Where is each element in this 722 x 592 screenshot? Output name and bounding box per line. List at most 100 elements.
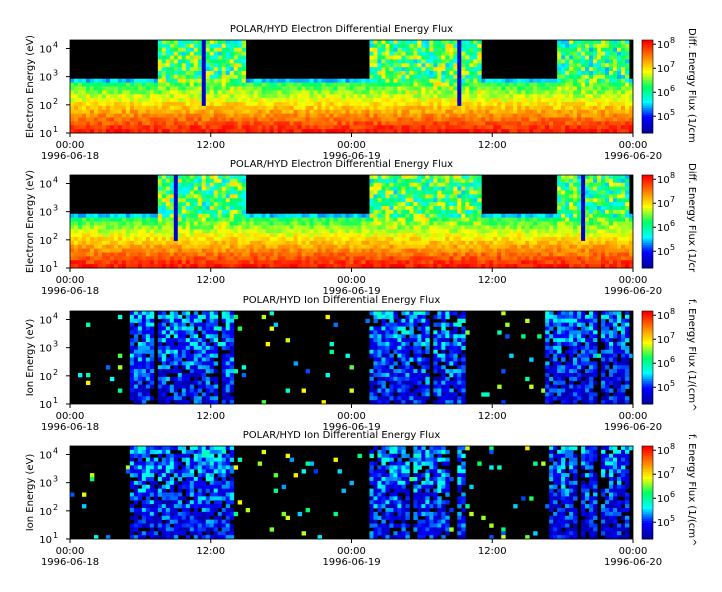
- spectrogram-plot-area: [69, 174, 634, 269]
- colorbar-tick-label: 10 8: [657, 442, 675, 457]
- x-date-label: 1996-06-19: [322, 151, 380, 162]
- spectrogram-panel: POLAR/HYD Electron Differential Energy F…: [25, 159, 697, 297]
- colorbar-label: f. Energy Flux (1/(cm^: [686, 299, 697, 411]
- svg-text:4: 4: [53, 40, 58, 49]
- colorbar-tick-label: 10 5: [657, 514, 675, 529]
- colorbar-label: f. Energy Flux (1/(cm^: [686, 434, 697, 546]
- y-tick-label: 10 4: [39, 40, 58, 55]
- y-tick-label: 10 3: [39, 69, 58, 84]
- x-tick-label: 00:00: [56, 411, 85, 422]
- panel-title: POLAR/HYD Electron Differential Energy F…: [230, 24, 453, 35]
- y-tick-label: 10 1: [39, 531, 58, 546]
- x-tick-label: 00:00: [56, 275, 85, 286]
- y-axis-label: Electron Energy (eV): [25, 170, 36, 273]
- y-tick-label: 10 4: [39, 446, 58, 461]
- svg-text:7: 7: [670, 60, 675, 69]
- y-tick-label: 10 1: [39, 396, 58, 411]
- colorbar-tick-label: 10 5: [657, 379, 675, 394]
- colorbar-tick-label: 10 8: [657, 36, 675, 51]
- colorbar-tick-label: 10 6: [657, 355, 675, 370]
- colorbar-tick-label: 10 7: [657, 466, 675, 481]
- colorbar-tick-label: 10 7: [657, 331, 675, 346]
- x-date-label: 1996-06-18: [41, 557, 99, 568]
- y-tick-label: 10 2: [39, 503, 58, 518]
- x-tick-label: 12:00: [196, 546, 225, 557]
- svg-text:3: 3: [53, 69, 58, 78]
- x-date-label: 1996-06-20: [604, 557, 662, 568]
- svg-text:10: 10: [39, 101, 52, 112]
- y-tick-label: 10 2: [39, 232, 58, 247]
- y-tick-label: 10 2: [39, 368, 58, 383]
- colorbar-tick-label: 10 6: [657, 219, 675, 234]
- spectrogram-panel: POLAR/HYD Ion Differential Energy Flux Io…: [25, 430, 697, 568]
- x-date-label: 1996-06-20: [604, 422, 662, 433]
- x-tick-label: 12:00: [196, 411, 225, 422]
- svg-text:2: 2: [53, 97, 58, 106]
- x-tick-label: 00:00: [337, 546, 366, 557]
- x-tick-label: 00:00: [337, 140, 366, 151]
- svg-text:10: 10: [657, 40, 670, 51]
- x-tick-label: 12:00: [478, 140, 507, 151]
- svg-text:10: 10: [39, 44, 52, 55]
- x-tick-label: 00:00: [337, 275, 366, 286]
- svg-text:1: 1: [53, 125, 58, 134]
- y-axis-label: Ion Energy (eV): [25, 319, 36, 397]
- x-tick-label: 00:00: [619, 275, 648, 286]
- y-axis-label: Electron Energy (eV): [25, 35, 36, 138]
- svg-text:10: 10: [39, 73, 52, 84]
- svg-text:5: 5: [670, 108, 675, 117]
- x-tick-label: 12:00: [196, 275, 225, 286]
- svg-text:10: 10: [657, 64, 670, 75]
- x-tick-label: 12:00: [478, 546, 507, 557]
- y-tick-label: 10 1: [39, 125, 58, 140]
- x-date-label: 1996-06-19: [322, 557, 380, 568]
- x-tick-label: 00:00: [619, 411, 648, 422]
- x-date-label: 1996-06-19: [322, 286, 380, 297]
- x-date-label: 1996-06-18: [41, 422, 99, 433]
- y-tick-label: 10 4: [39, 175, 58, 190]
- x-tick-label: 00:00: [619, 546, 648, 557]
- panel-title: POLAR/HYD Ion Differential Energy Flux: [243, 295, 441, 306]
- colorbar-label: Diff. Energy Flux (1/cm: [686, 28, 697, 143]
- colorbar-label: Diff. Energy Flux (1/cr: [686, 163, 697, 273]
- colorbar-tick-label: 10 5: [657, 243, 675, 258]
- svg-text:10: 10: [657, 88, 670, 99]
- x-date-label: 1996-06-19: [322, 422, 380, 433]
- y-tick-label: 10 2: [39, 97, 58, 112]
- x-date-label: 1996-06-20: [604, 151, 662, 162]
- x-tick-label: 00:00: [337, 411, 366, 422]
- y-tick-label: 10 4: [39, 311, 58, 326]
- colorbar-tick-label: 10 8: [657, 171, 675, 186]
- colorbar-tick-label: 10 6: [657, 490, 675, 505]
- x-date-label: 1996-06-18: [41, 151, 99, 162]
- x-tick-label: 00:00: [56, 546, 85, 557]
- x-date-label: 1996-06-20: [604, 286, 662, 297]
- x-tick-label: 12:00: [478, 275, 507, 286]
- spectrogram-plot-area: [69, 445, 634, 540]
- colorbar-tick-label: 10 7: [657, 60, 675, 75]
- y-tick-label: 10 3: [39, 340, 58, 355]
- spectrogram-panel: POLAR/HYD Ion Differential Energy Flux Io…: [25, 295, 697, 433]
- spectrogram-plot-area: [69, 310, 634, 405]
- x-tick-label: 00:00: [56, 140, 85, 151]
- colorbar-tick-label: 10 8: [657, 307, 675, 322]
- svg-text:10: 10: [39, 129, 52, 140]
- x-tick-label: 00:00: [619, 140, 648, 151]
- y-tick-label: 10 3: [39, 204, 58, 219]
- colorbar-tick-label: 10 7: [657, 195, 675, 210]
- colorbar-tick-label: 10 5: [657, 108, 675, 123]
- svg-text:8: 8: [670, 36, 675, 45]
- svg-text:10: 10: [657, 112, 670, 123]
- colorbar-tick-label: 10 6: [657, 84, 675, 99]
- spectrogram-plot-area: [69, 39, 634, 134]
- y-axis-label: Ion Energy (eV): [25, 454, 36, 532]
- panel-title: POLAR/HYD Electron Differential Energy F…: [230, 159, 453, 170]
- spectrogram-panel: POLAR/HYD Electron Differential Energy F…: [25, 24, 697, 162]
- y-tick-label: 10 3: [39, 475, 58, 490]
- panel-title: POLAR/HYD Ion Differential Energy Flux: [243, 430, 441, 441]
